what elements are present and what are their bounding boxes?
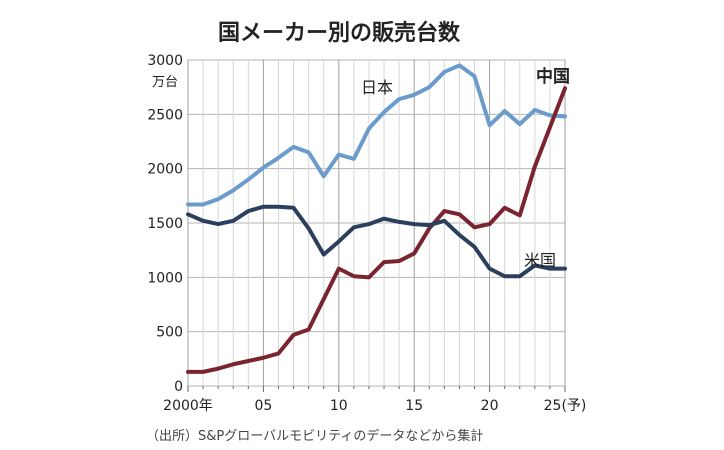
y-tick-label: 500: [156, 325, 183, 341]
x-tick-label: 25(予): [544, 398, 587, 414]
x-axis-ticks: 2000年 05 10 15 20 25(予): [163, 398, 586, 414]
grid: [187, 59, 566, 392]
y-tick-label: 0: [174, 379, 183, 395]
y-tick-label: 2500: [147, 107, 183, 123]
y-tick-label: 3000: [147, 53, 183, 69]
series-line: [186, 204, 567, 279]
series-label: 日本: [361, 78, 393, 97]
y-axis-unit: 万台: [152, 75, 178, 90]
series-label: 米国: [524, 251, 556, 270]
x-tick-label: 2000年: [163, 398, 213, 414]
x-tick-label: 10: [330, 398, 348, 414]
y-tick-label: 2000: [147, 162, 183, 178]
x-tick-label: 05: [254, 398, 272, 414]
series-line: [186, 63, 567, 207]
x-tick-label: 15: [405, 398, 423, 414]
source-note: （出所）S&Pグローバルモビリティのデータなどから集計: [146, 428, 483, 444]
y-axis-ticks: 0 500 1000 1500 2000 2500 3000: [147, 53, 183, 395]
y-tick-label: 1000: [147, 270, 183, 286]
x-tick-label: 20: [481, 398, 499, 414]
series-label: 中国: [536, 66, 570, 87]
series-lines: [186, 63, 567, 374]
chart-title: 国メーカー別の販売台数: [218, 20, 461, 46]
series-line: [186, 86, 567, 374]
y-tick-label: 1500: [147, 216, 183, 232]
